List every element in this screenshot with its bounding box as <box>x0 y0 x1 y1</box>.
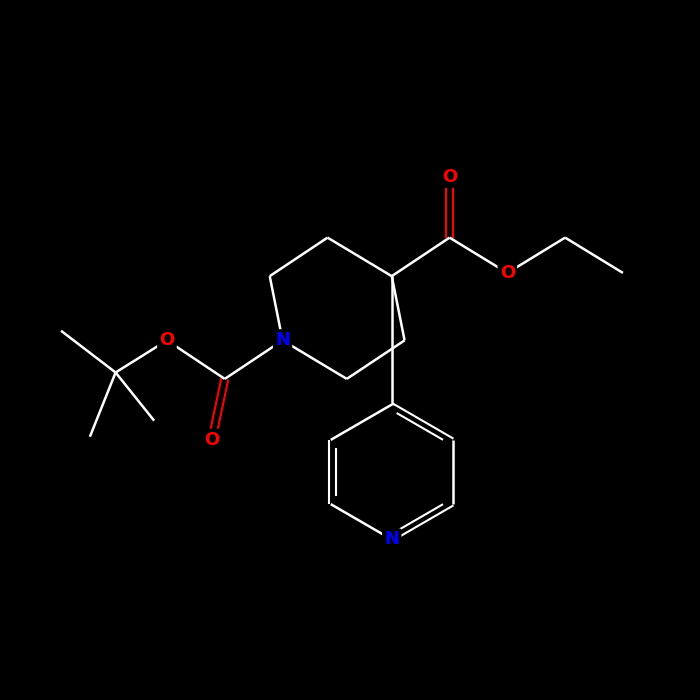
Text: O: O <box>442 167 457 186</box>
Text: O: O <box>204 431 220 449</box>
Text: O: O <box>160 331 174 349</box>
Text: N: N <box>384 531 399 548</box>
Text: N: N <box>275 331 290 349</box>
Text: O: O <box>500 264 515 282</box>
